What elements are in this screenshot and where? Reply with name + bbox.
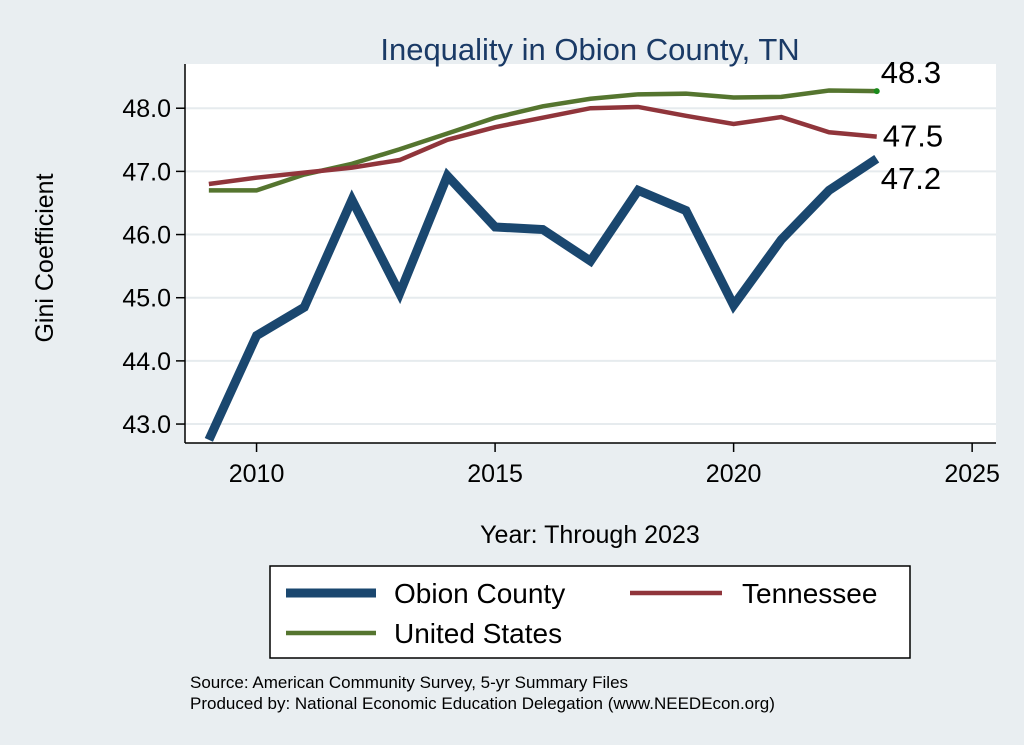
legend: Obion County Tennessee United States (269, 565, 911, 659)
legend-box (269, 565, 911, 659)
source-note: Source: American Community Survey, 5-yr … (190, 673, 628, 692)
y-tick-label: 47.0 (122, 158, 171, 186)
end-labels: 47.2 47.5 48.3 (881, 55, 943, 196)
end-label-obion: 47.2 (881, 161, 941, 196)
series-lines (204, 88, 880, 442)
end-label-tennessee: 47.5 (883, 119, 943, 154)
chart-title: Inequality in Obion County, TN (380, 32, 799, 67)
us-end-marker (873, 88, 880, 95)
y-tick-label: 46.0 (122, 222, 171, 250)
x-axis-ticks: 2010 2015 2020 2025 (229, 443, 1000, 488)
y-tick-label: 44.0 (122, 348, 171, 376)
axes (184, 64, 996, 444)
y-axis-label: Gini Coefficient (31, 173, 59, 342)
producer-note: Produced by: National Economic Education… (190, 694, 775, 713)
legend-label-us: United States (394, 618, 562, 649)
y-tick-label: 45.0 (122, 285, 171, 313)
x-tick-label: 2010 (229, 460, 285, 488)
y-tick-label: 43.0 (122, 411, 171, 439)
series-line-tennessee (208, 104, 877, 187)
x-tick-label: 2015 (467, 460, 523, 488)
x-tick-label: 2025 (944, 460, 1000, 488)
legend-label-tennessee: Tennessee (742, 578, 877, 609)
x-tick-label: 2020 (706, 460, 762, 488)
series-line-obion (204, 154, 880, 442)
end-label-us: 48.3 (881, 55, 941, 90)
y-axis-ticks: 43.0 44.0 45.0 46.0 47.0 48.0 (122, 95, 185, 439)
y-tick-label: 48.0 (122, 95, 171, 123)
legend-label-obion: Obion County (394, 578, 565, 609)
x-axis-label: Year: Through 2023 (480, 521, 700, 549)
